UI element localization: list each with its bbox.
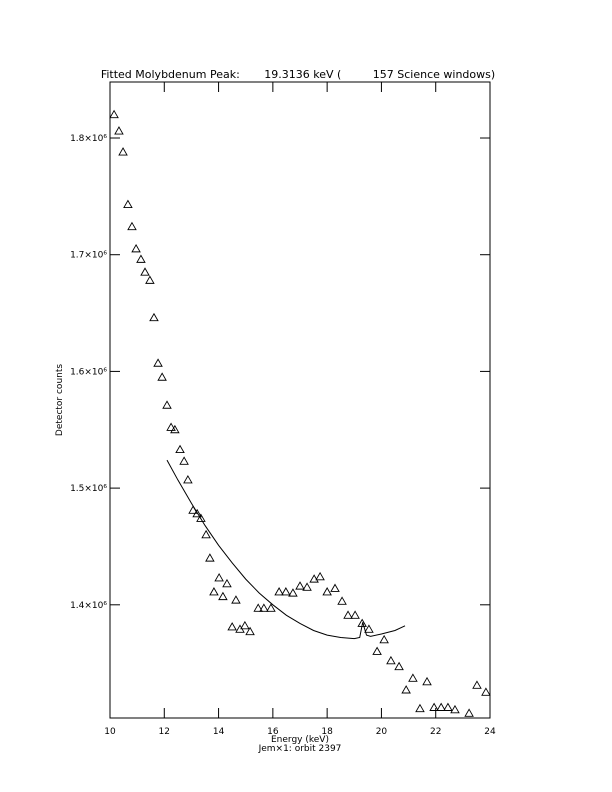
data-point [343,610,353,619]
data-point [114,126,124,135]
data-point [231,595,241,604]
x-tick-label: 14 [213,727,225,737]
data-point [422,676,432,686]
x-tick-label: 20 [376,727,388,737]
data-point [218,591,228,601]
data-point [123,199,133,208]
x-tick-label: 24 [484,727,496,737]
data-point [274,587,284,596]
data-point [131,243,141,253]
y-tick-label: 1.4×10⁶ [70,601,107,611]
data-point [315,571,325,581]
data-point [259,603,269,612]
data-point [127,221,137,231]
data-point [157,372,167,381]
data-point [201,529,211,539]
data-point [472,680,482,689]
plot-frame [109,81,491,719]
data-point [394,661,404,671]
data-point [214,573,224,582]
data-point [149,312,159,322]
data-point [153,358,163,367]
data-point [205,553,215,562]
data-point [162,400,172,409]
data-point [288,588,298,597]
data-point [364,624,374,633]
data-point [245,626,255,636]
data-point [118,147,128,156]
data-point [330,583,340,592]
x-tick-label: 22 [430,727,441,737]
data-point [350,610,360,619]
data-point [175,444,185,454]
data-point [179,456,189,465]
y-tick-label: 1.8×10⁶ [70,134,107,144]
x-tick-label: 12 [159,727,170,737]
data-point [379,634,389,644]
x-tick-label: 10 [104,727,116,737]
data-point [196,513,206,522]
y-tick-label: 1.7×10⁶ [70,251,107,261]
data-point [408,673,418,682]
data-point [415,703,425,713]
y-axis-label: Detector counts [55,364,65,436]
data-point [337,596,347,605]
data-point [464,708,474,717]
data-point [145,275,155,284]
subtitle: Jem×1: orbit 2397 [258,744,342,754]
data-point [253,603,263,612]
data-point [227,622,237,631]
data-point [386,655,396,665]
data-point [240,620,250,630]
chart-title: Fitted Molybdenum Peak: 19.3136 keV ( 15… [101,68,495,81]
data-point [401,685,411,694]
x-tick-label: 18 [321,727,333,737]
data-point [192,508,202,518]
data-point [295,581,305,590]
y-tick-label: 1.6×10⁶ [70,367,107,377]
data-point [183,475,193,484]
fit-line [166,459,406,640]
data-point [429,702,439,711]
y-tick-label: 1.5×10⁶ [70,484,107,494]
data-point [170,424,180,434]
data-point [372,646,382,655]
data-point [222,578,232,588]
data-point [166,422,176,431]
x-axis-label: Energy (keV) [271,735,329,745]
data-point [266,603,276,612]
data-point [450,704,460,714]
data-point [481,687,491,696]
data-point [322,587,332,596]
data-point [309,574,319,583]
data-point [109,109,119,119]
data-point [436,702,446,711]
data-point [281,587,291,596]
x-tick-label: 16 [267,727,279,737]
data-point [209,587,219,596]
data-point [140,267,150,276]
data-point [302,582,312,591]
data-point [443,702,453,711]
data-point [136,254,146,263]
